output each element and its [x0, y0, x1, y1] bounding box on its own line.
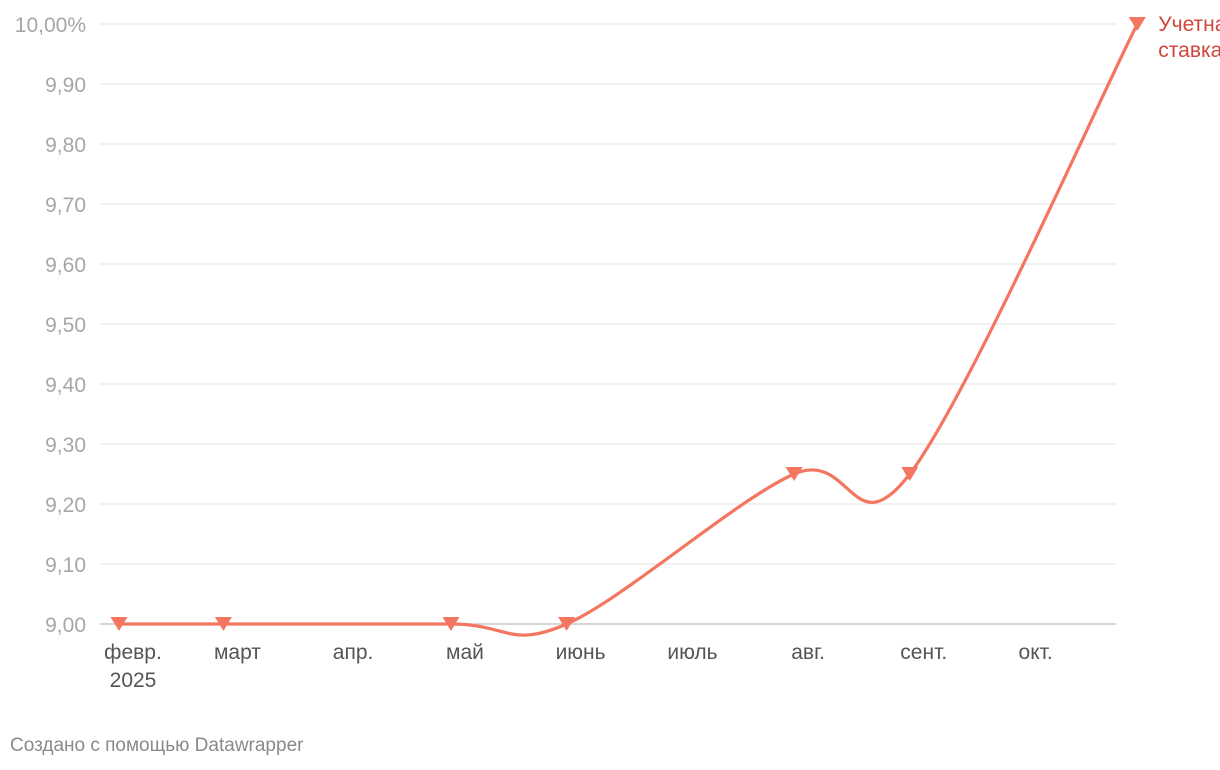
footer-credit: Создано с помощью Datawrapper — [10, 735, 304, 756]
y-tick-label: 9,00 — [45, 614, 86, 637]
series-line — [117, 22, 1139, 637]
data-point-marker — [901, 467, 919, 481]
y-tick-label: 9,40 — [45, 374, 86, 397]
data-point-marker — [110, 617, 128, 631]
x-tick-label: апр. — [333, 641, 374, 664]
series-group: Учетнаяставка — [110, 13, 1220, 637]
x-tick-label: март — [214, 641, 261, 664]
y-tick-label: 9,60 — [45, 254, 86, 277]
y-tick-label: 9,80 — [45, 134, 86, 157]
y-tick-label: 9,20 — [45, 494, 86, 517]
data-point-marker — [558, 617, 576, 631]
gridlines — [100, 23, 1116, 625]
data-point-marker — [785, 467, 803, 481]
data-point-marker — [442, 617, 460, 631]
y-tick-label: 9,70 — [45, 194, 86, 217]
y-tick-label: 10,00% — [15, 14, 86, 37]
x-tick-label: сент. — [900, 641, 947, 664]
x-tick-label: май — [446, 641, 484, 664]
x-tick-label: июнь — [556, 641, 606, 664]
series-label: Учетнаяставка — [1158, 13, 1220, 62]
data-point-marker — [1128, 17, 1146, 31]
y-tick-label: 9,50 — [45, 314, 86, 337]
data-point-marker — [214, 617, 232, 631]
y-axis-ticks: 9,00 9,10 9,20 9,30 9,40 9,50 9,60 9,70 9,80 9,90… — [15, 14, 86, 637]
x-tick-label: февр. 2025 — [104, 641, 162, 692]
x-tick-label: авг. — [791, 641, 825, 664]
y-tick-label: 9,90 — [45, 74, 86, 97]
x-tick-label: июль — [667, 641, 717, 664]
y-tick-label: 9,30 — [45, 434, 86, 457]
y-tick-label: 9,10 — [45, 554, 86, 577]
x-tick-label: окт. — [1019, 641, 1053, 664]
x-axis-ticks: февр. 2025 март апр. май июнь июль авг. сент. окт… — [104, 641, 1053, 692]
